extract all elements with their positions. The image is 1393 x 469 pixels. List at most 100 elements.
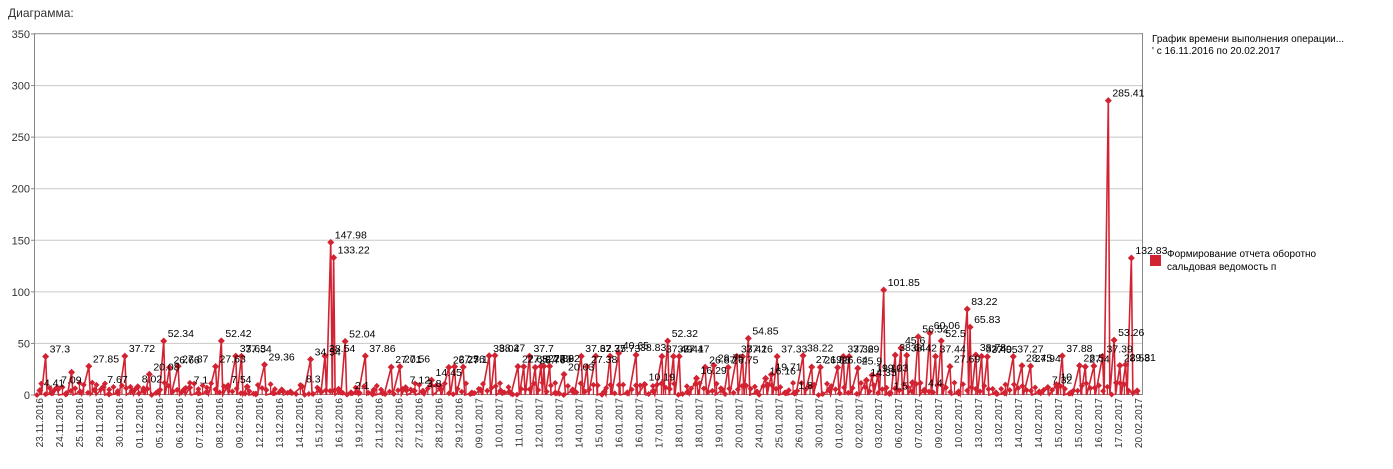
y-tick-label: 350 [12, 29, 30, 41]
data-point [85, 362, 93, 370]
data-point [914, 333, 922, 341]
data-point [387, 363, 395, 371]
data-label: 28.45 [1026, 353, 1052, 365]
chart-title-line1: График времени выполнения операции... [1152, 34, 1345, 45]
data-point [261, 361, 269, 369]
data-point [396, 363, 404, 371]
data-label: 34.54 [315, 346, 341, 358]
data-point [361, 352, 369, 360]
x-tick-label: 06.12.2016 [175, 398, 186, 448]
data-label: 1.5 [893, 380, 908, 392]
x-tick-label: 13.02.2017 [994, 398, 1005, 448]
x-tick-label: 01.02.2017 [834, 398, 845, 448]
data-label: 25.9 [862, 355, 883, 367]
x-tick-label: 25.01.2017 [774, 398, 785, 448]
data-point [1009, 353, 1017, 361]
x-tick-label: 18.01.2017 [674, 398, 685, 448]
data-label: 37.54 [245, 343, 271, 355]
data-point [160, 337, 168, 345]
y-tick-label: 50 [18, 338, 30, 350]
x-tick-label: 09.02.2017 [934, 398, 945, 448]
data-point [76, 388, 84, 396]
data-point [834, 364, 842, 372]
data-label: 37.49 [666, 343, 692, 355]
data-point [491, 352, 499, 360]
data-point [632, 351, 640, 359]
data-label: 1.8 [798, 380, 813, 392]
data-label: 132.83 [1135, 245, 1167, 257]
data-point [868, 371, 876, 379]
x-tick-label: 14.01.2017 [575, 398, 586, 448]
x-tick-label: 01.12.2016 [135, 398, 146, 448]
data-point [212, 363, 220, 371]
data-point [664, 337, 672, 345]
x-tick-label: 27.12.2016 [415, 398, 426, 448]
data-point [1110, 336, 1118, 344]
data-label: 27.4 [1089, 354, 1110, 366]
data-point [1081, 363, 1089, 371]
data-point [606, 352, 614, 360]
data-label: 38.83 [640, 342, 666, 354]
data-point [520, 363, 528, 371]
data-point [808, 363, 816, 371]
data-point [1027, 362, 1035, 370]
chart-title: График времени выполнения операции... ' … [1152, 34, 1388, 58]
x-tick-label: 06.02.2017 [894, 398, 905, 448]
data-point [874, 371, 882, 379]
data-label: 37.33 [781, 343, 807, 355]
data-point [1116, 362, 1124, 370]
data-point [701, 363, 709, 371]
data-point [321, 352, 329, 360]
x-tick-label: 18.01.2017 [694, 398, 705, 448]
data-label: 29.36 [269, 352, 295, 364]
data-label: 37.39 [1107, 343, 1133, 355]
data-label: 26.66 [173, 355, 199, 367]
x-tick-label: 29.11.2016 [95, 398, 106, 448]
data-point [592, 352, 600, 360]
data-point [724, 363, 732, 371]
data-label: 56.52 [922, 324, 948, 336]
y-tick-label: 250 [12, 132, 30, 144]
data-label: 27.56 [404, 354, 430, 366]
data-label: 16.29 [700, 365, 726, 377]
data-label: 27.38 [591, 354, 617, 366]
data-label: 26.64 [842, 355, 868, 367]
data-label: 19.03 [882, 362, 908, 374]
x-tick-label: 26.01.2017 [794, 398, 805, 448]
data-label: 20.03 [568, 361, 594, 373]
data-label: 27.85 [93, 353, 119, 365]
data-point [937, 337, 945, 345]
data-label: 26.88 [824, 354, 850, 366]
x-tick-label: 24.01.2017 [754, 398, 765, 448]
data-point [762, 374, 770, 382]
data-label: 53.26 [1118, 327, 1144, 339]
data-label: 37.26 [747, 344, 773, 356]
data-label: 8.3 [306, 373, 321, 385]
data-point [839, 352, 847, 360]
data-point [34, 392, 40, 398]
data-label: 38.78 [980, 342, 1006, 354]
x-tick-label: 19.01.2017 [714, 398, 725, 448]
data-label: 37.36 [847, 343, 873, 355]
data-point [531, 363, 539, 371]
x-tick-label: 15.12.2016 [315, 398, 326, 448]
data-point [217, 337, 225, 345]
data-label: 37.63 [240, 343, 266, 355]
x-tick-label: 07.12.2016 [195, 398, 206, 448]
data-label: 52.42 [225, 328, 251, 340]
data-point [767, 371, 775, 379]
data-label: 27.63 [220, 354, 246, 366]
x-tick-label: 14.02.2017 [1014, 398, 1025, 448]
data-label: 27.19 [816, 354, 842, 366]
data-point [577, 352, 585, 360]
x-tick-label: 24.11.2016 [55, 398, 66, 448]
y-tick-label: 0 [24, 390, 30, 402]
x-tick-label: 16.01.2017 [614, 398, 625, 448]
data-point [658, 352, 666, 360]
data-point [560, 370, 568, 378]
x-tick-label: 10.01.2017 [495, 398, 506, 448]
x-tick-label: 30.01.2017 [814, 398, 825, 448]
data-label: 101.85 [888, 277, 920, 289]
data-point [459, 363, 467, 371]
data-point [1018, 362, 1026, 370]
